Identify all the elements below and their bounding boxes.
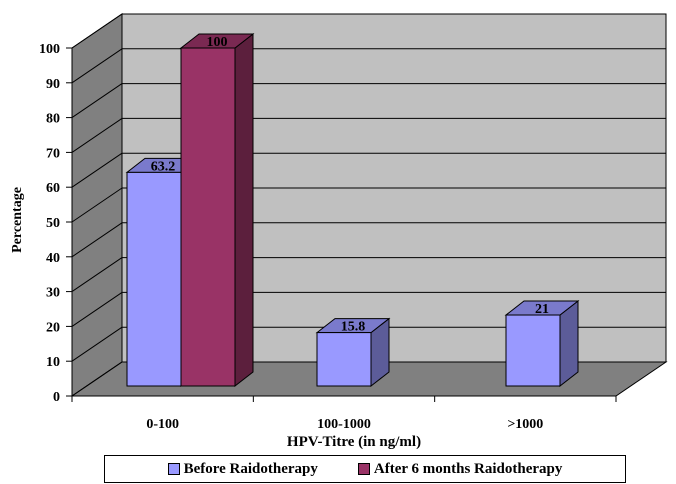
y-tick-label: 50 bbox=[46, 216, 60, 231]
side-gridline bbox=[71, 83, 123, 119]
y-tick-label: 70 bbox=[46, 146, 60, 161]
side-gridline bbox=[71, 13, 123, 49]
side-gridline bbox=[71, 152, 123, 188]
y-tick-label: 0 bbox=[53, 390, 60, 405]
legend-swatch-before bbox=[167, 463, 180, 475]
x-tick-label: 100-1000 bbox=[317, 417, 371, 432]
bar-front bbox=[316, 332, 372, 387]
legend-item-before: Before Raidotherapy bbox=[167, 460, 318, 478]
data-label: 100 bbox=[207, 35, 228, 50]
y-tick-label: 30 bbox=[46, 286, 60, 301]
data-label: 15.8 bbox=[341, 320, 366, 335]
x-axis-title: HPV-Titre (in ng/ml) bbox=[287, 434, 421, 450]
bar-side bbox=[234, 32, 254, 388]
y-tick-label: 20 bbox=[46, 320, 60, 335]
side-gridline bbox=[71, 257, 123, 293]
bar-front bbox=[180, 47, 236, 387]
y-tick-label: 40 bbox=[46, 251, 60, 266]
y-tick-label: 60 bbox=[46, 181, 60, 196]
x-tick-label: 0-100 bbox=[146, 417, 179, 432]
legend-label-after: After 6 months Raidotherapy bbox=[373, 460, 563, 477]
bar-front bbox=[126, 171, 182, 387]
bar-after-0: 100 bbox=[179, 32, 255, 388]
y-tick-label: 10 bbox=[46, 355, 60, 370]
y-axis-title: Percentage bbox=[10, 187, 25, 253]
side-gridline bbox=[71, 291, 123, 327]
side-gridline bbox=[71, 326, 123, 362]
legend: Before Raidotherapy After 6 months Raido… bbox=[104, 455, 626, 483]
data-label: 63.2 bbox=[151, 159, 176, 174]
bar-front bbox=[505, 314, 561, 387]
y-tick-label: 100 bbox=[39, 42, 60, 57]
legend-item-after: After 6 months Raidotherapy bbox=[357, 460, 563, 478]
legend-swatch-after bbox=[357, 463, 370, 475]
side-gridline bbox=[71, 48, 123, 84]
side-gridline bbox=[71, 117, 123, 153]
data-label: 21 bbox=[535, 302, 549, 317]
side-gridline bbox=[71, 187, 123, 223]
y-tick-label: 80 bbox=[46, 112, 60, 127]
side-gridline bbox=[71, 361, 123, 397]
side-gridline bbox=[71, 222, 123, 258]
x-tick-label: >1000 bbox=[507, 417, 543, 432]
bar-side bbox=[559, 299, 579, 388]
bar-before-1: 15.8 bbox=[315, 317, 391, 388]
y-tick-label: 90 bbox=[46, 77, 60, 92]
legend-label-before: Before Raidotherapy bbox=[183, 460, 318, 477]
bar-before-2: 21 bbox=[504, 299, 580, 388]
